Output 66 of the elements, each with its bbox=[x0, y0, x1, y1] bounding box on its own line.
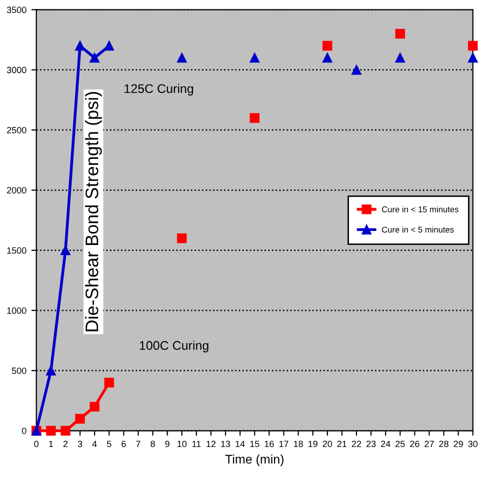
y-tick-label: 3500 bbox=[6, 6, 26, 14]
x-tick-label: 17 bbox=[279, 440, 288, 448]
point bbox=[90, 402, 100, 412]
point bbox=[75, 40, 85, 51]
x-tick-label: 9 bbox=[165, 440, 170, 448]
x-tick-label: 18 bbox=[294, 440, 303, 448]
point bbox=[468, 40, 478, 51]
annotation: 100C Curing bbox=[140, 340, 208, 352]
point bbox=[104, 40, 114, 51]
x-tick-label: 6 bbox=[122, 440, 126, 448]
y-axis-title: Die-Shear Bond Strength (psi) bbox=[85, 92, 102, 332]
point bbox=[60, 426, 70, 436]
point bbox=[60, 245, 70, 256]
x-axis-title: Time (min) bbox=[225, 454, 284, 466]
point bbox=[250, 113, 260, 123]
point bbox=[46, 366, 56, 376]
point bbox=[46, 426, 56, 436]
y-tick-label: 2500 bbox=[7, 126, 26, 134]
point bbox=[177, 233, 187, 244]
point bbox=[395, 28, 405, 39]
x-tick-label: 26 bbox=[410, 440, 420, 448]
y-tick-label: 2000 bbox=[7, 187, 26, 194]
x-tick-label: 30 bbox=[468, 440, 478, 448]
point bbox=[395, 52, 405, 63]
x-tick-label: 29 bbox=[454, 440, 463, 448]
x-tick-label: 3 bbox=[78, 440, 82, 448]
x-tick-label: 8 bbox=[150, 440, 155, 448]
x-tick-label: 11 bbox=[192, 440, 201, 448]
x-tick-label: 27 bbox=[424, 440, 434, 448]
x-tick-label: 14 bbox=[236, 440, 245, 448]
point bbox=[104, 378, 114, 388]
y-tick-label: 1000 bbox=[7, 307, 26, 314]
point bbox=[322, 40, 332, 51]
x-tick-label: 25 bbox=[396, 440, 405, 448]
x-tick-label: 13 bbox=[221, 440, 230, 448]
y-tick-label: 0 bbox=[22, 428, 26, 434]
x-tick-label: 15 bbox=[250, 440, 260, 448]
x-tick-label: 0 bbox=[34, 440, 39, 448]
point bbox=[468, 52, 478, 63]
x-tick-label: 2 bbox=[63, 440, 68, 448]
annotation: 125C Curing bbox=[124, 84, 194, 96]
x-tick-label: 22 bbox=[352, 440, 362, 448]
point bbox=[177, 52, 187, 63]
legend-label: Cure in < 5 minutes bbox=[382, 226, 454, 233]
x-tick-label: 10 bbox=[178, 440, 187, 448]
y-tick-label: 500 bbox=[12, 368, 26, 374]
x-tick-label: 7 bbox=[136, 440, 140, 448]
y-tick-label: 3000 bbox=[6, 66, 26, 74]
x-tick-label: 19 bbox=[308, 440, 318, 448]
point bbox=[75, 414, 85, 424]
x-tick-label: 20 bbox=[322, 440, 332, 448]
x-tick-label: 4 bbox=[92, 440, 97, 448]
x-tick-label: 5 bbox=[106, 440, 112, 448]
x-tick-label: 16 bbox=[264, 440, 274, 448]
point bbox=[250, 52, 260, 63]
x-tick-label: 28 bbox=[439, 440, 448, 448]
point bbox=[322, 52, 332, 63]
point bbox=[352, 64, 362, 75]
x-tick-label: 1 bbox=[49, 440, 53, 448]
x-tick-label: 12 bbox=[206, 440, 216, 448]
y-tick-label: 1500 bbox=[7, 247, 26, 254]
x-tick-label: 23 bbox=[366, 440, 376, 448]
x-tick-label: 21 bbox=[337, 440, 347, 448]
point bbox=[90, 52, 100, 63]
x-tick-label: 24 bbox=[381, 440, 390, 448]
legend-label: Cure in < 15 minutes bbox=[382, 206, 458, 212]
